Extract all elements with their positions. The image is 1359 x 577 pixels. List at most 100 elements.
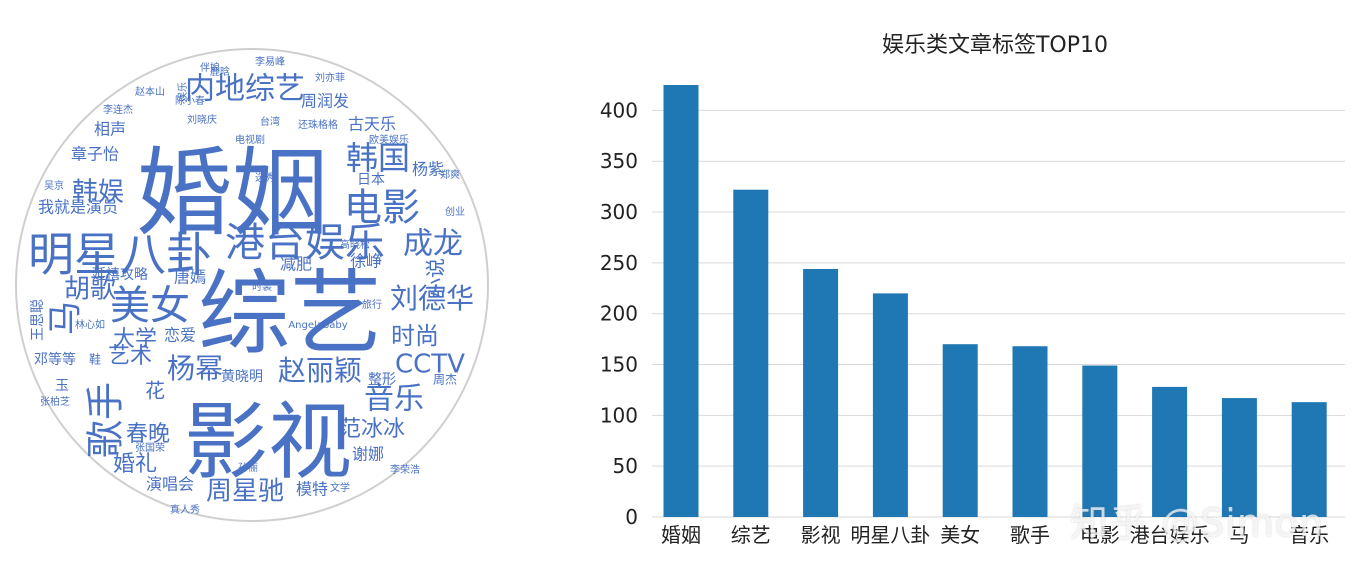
word-cloud-word: 影视 (184, 393, 352, 491)
word-cloud-word: 章子怡 (71, 145, 119, 164)
word-cloud-word: 胡歌 (64, 275, 116, 305)
y-tick-label: 150 (600, 353, 638, 377)
word-cloud-word: 张国荣 (135, 442, 165, 454)
word-cloud-word: 大学 (113, 327, 157, 352)
word-cloud-word: 马 (46, 301, 86, 335)
bar-6 (1082, 365, 1118, 517)
word-cloud-word: 刘亦菲 (315, 71, 345, 84)
word-cloud-word: 婚礼 (113, 452, 157, 477)
word-cloud-word: 欧美娱乐 (369, 133, 409, 146)
x-tick-label: 电影 (1080, 523, 1120, 547)
word-cloud-word: 鹿晗 (210, 65, 230, 78)
y-tick-label: 200 (600, 302, 638, 326)
bar-9 (1291, 402, 1327, 517)
bar-2 (803, 268, 839, 517)
x-tick-label: 马 (1229, 523, 1249, 547)
word-cloud-word: 娱乐 (176, 82, 189, 102)
word-cloud-word: 演唱会 (146, 475, 194, 494)
word-cloud-word: 陈小春 (175, 94, 205, 107)
word-cloud-word: 美女 (110, 283, 190, 329)
word-cloud-word: 刘晓庆 (187, 113, 217, 126)
word-cloud-word: 韩国 (346, 139, 410, 177)
word-cloud-word: 真人秀 (170, 503, 200, 516)
word-cloud-word: 文学 (330, 481, 350, 494)
y-tick-label: 50 (613, 454, 638, 478)
word-cloud-word: 内地综艺 (185, 72, 305, 107)
word-cloud-word: 婚姻 (136, 137, 328, 249)
y-tick-label: 400 (600, 98, 638, 122)
word-cloud-word: 李易峰 (255, 55, 285, 68)
word-cloud-word: 时尚 (391, 322, 439, 350)
word-cloud-word: 谢娜 (352, 445, 384, 464)
word-cloud-word: 春晚 (126, 422, 170, 447)
x-tick-label: 影视 (801, 523, 841, 547)
bar-1 (733, 189, 769, 517)
word-cloud-word: 范冰冰 (339, 417, 405, 442)
word-cloud-word: 明星八卦 (28, 228, 212, 282)
word-cloud-word: 古天乐 (348, 115, 396, 134)
bar-5 (1012, 346, 1048, 517)
x-tick-label: 港台娱乐 (1130, 523, 1210, 547)
word-cloud-word: 周润发 (301, 92, 349, 111)
word-cloud-word: 日本 (357, 172, 385, 188)
word-cloud-word: 徐峥 (350, 252, 382, 271)
y-tick-label: 350 (600, 149, 638, 173)
word-cloud-word: 相声 (94, 120, 126, 139)
bar-0 (663, 85, 699, 517)
word-cloud-word: 林心如 (75, 318, 105, 331)
x-tick-label: 明星八卦 (850, 523, 930, 547)
word-cloud-word: 赵丽颖 (278, 354, 362, 387)
word-cloud-word: 周星驰 (206, 477, 284, 507)
word-cloud-word: CCTV (395, 350, 465, 380)
y-tick-label: 250 (600, 251, 638, 275)
word-cloud-word: 赵本山 (135, 85, 165, 98)
word-cloud-word: 艺术 (108, 344, 152, 369)
bar-chart: 娱乐类文章标签TOP10 0 50 100 150 200 250 300 350 400 婚姻… (600, 33, 1345, 547)
word-cloud-word: 音乐 (364, 382, 424, 417)
word-cloud-word: 郑爽 (440, 168, 460, 181)
word-cloud-word: 选秀 (255, 171, 275, 184)
word-cloud-word: 邓等等 (34, 351, 76, 368)
word-cloud-word: 我就是演员 (38, 198, 118, 217)
word-cloud-word: 延禧攻略 (92, 267, 148, 283)
word-cloud-word: 伴娘 (200, 61, 220, 74)
word-cloud-word: Angelababy (288, 320, 347, 331)
word-cloud-word: 唐嫣 (174, 268, 206, 287)
y-tick-label: 100 (600, 403, 638, 427)
word-cloud-word: 孙俪 (238, 461, 258, 474)
y-tick-label: 0 (625, 505, 638, 529)
bar-3 (872, 293, 908, 517)
word-cloud-word: 周杰 (433, 373, 457, 387)
word-cloud-word: 港台娱乐 (225, 220, 385, 266)
bar-8 (1221, 398, 1257, 517)
x-tick-label: 歌手 (1010, 523, 1050, 547)
word-cloud-word: 鞋 (89, 352, 101, 367)
word-cloud-word: 张柏芝 (40, 395, 70, 408)
word-cloud-word: 李荣浩 (390, 463, 420, 476)
word-cloud-boundary (15, 48, 489, 522)
x-tick-label: 婚姻 (661, 523, 701, 547)
word-cloud-word: 整形 (368, 372, 396, 388)
word-cloud-word: 台湾 (260, 115, 280, 128)
word-cloud-word: 王思聪 (30, 299, 46, 341)
word-cloud-word: 综艺 (198, 260, 382, 367)
word-cloud-word: 玉 (55, 378, 69, 394)
word-cloud-word: 电影 (344, 186, 420, 230)
word-cloud-word: 模特 (296, 480, 328, 499)
word-cloud-word: 吴京 (44, 179, 64, 192)
word-cloud-word: 李连杰 (103, 103, 133, 116)
word-cloud-word: 小说 (424, 258, 448, 298)
word-cloud-word: 刘德华 (390, 282, 474, 315)
y-tick-label: 300 (600, 200, 638, 224)
x-tick-label: 音乐 (1289, 523, 1329, 547)
word-cloud-word: 高晓松 (340, 238, 370, 251)
x-tick-label: 美女 (940, 523, 980, 547)
bar-4 (942, 344, 978, 517)
word-cloud-word: 电视剧 (235, 133, 265, 146)
word-cloud-word: 杨紫 (412, 160, 444, 179)
chart-title: 娱乐类文章标签TOP10 (882, 33, 1108, 58)
word-cloud-word: 创业 (445, 205, 465, 218)
word-cloud-word: 韩娱 (72, 178, 124, 208)
word-cloud-word: 歌手 (84, 382, 128, 458)
